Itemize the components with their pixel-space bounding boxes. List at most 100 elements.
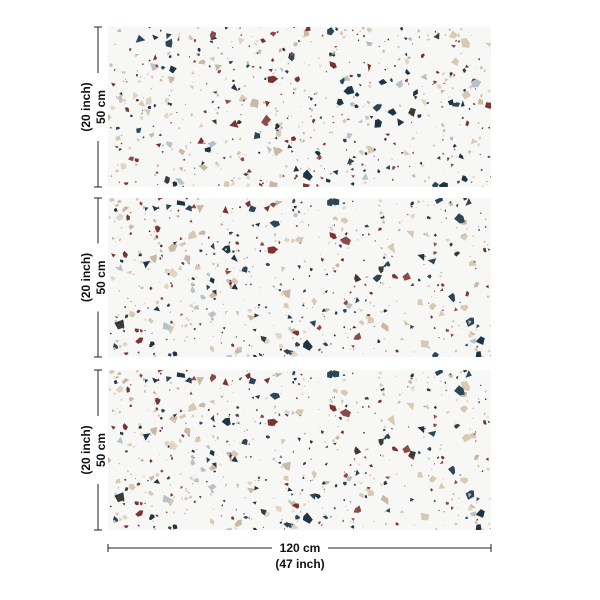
chip [231, 354, 233, 356]
panel-background [108, 27, 491, 187]
chip [152, 125, 155, 128]
chip [330, 130, 334, 134]
chip [460, 232, 468, 241]
height-imperial: (20 inch) [79, 253, 93, 302]
chip [454, 522, 458, 526]
chip [299, 242, 301, 244]
chip [428, 302, 430, 304]
chip [234, 354, 238, 357]
chip [250, 275, 253, 278]
chip [336, 48, 338, 51]
chip [193, 173, 196, 176]
chip [149, 233, 153, 237]
chip [340, 430, 344, 434]
chip [135, 510, 144, 517]
chip [184, 324, 189, 328]
chip [424, 522, 426, 524]
chip [442, 138, 444, 141]
chip [120, 398, 123, 401]
chip [209, 277, 215, 284]
chip [181, 117, 184, 121]
chip [302, 474, 305, 478]
chip [278, 289, 281, 292]
chip [369, 115, 374, 119]
chip [226, 354, 233, 357]
chip [466, 228, 469, 230]
chip [125, 107, 130, 112]
chip [216, 111, 219, 115]
chip [384, 41, 386, 43]
chip [108, 113, 112, 121]
chip [486, 416, 489, 419]
chip [245, 174, 251, 180]
chip [126, 270, 132, 275]
chip [162, 494, 172, 503]
height-metric: 50 cm [94, 433, 108, 467]
chip [193, 327, 196, 331]
chip [115, 385, 124, 393]
chip [149, 62, 153, 66]
chip [401, 392, 404, 394]
chip [450, 45, 456, 48]
chip [256, 382, 258, 384]
chip [243, 323, 246, 326]
chip [185, 317, 189, 320]
chip [116, 126, 121, 130]
chip [343, 85, 355, 95]
chip [321, 351, 323, 353]
chip [435, 527, 438, 530]
chip [257, 479, 260, 482]
chip [457, 40, 461, 43]
chip [427, 274, 432, 279]
terrazzo-panel [108, 27, 491, 187]
chip [127, 469, 130, 472]
chip [309, 493, 316, 500]
chip [441, 105, 444, 108]
chip [275, 372, 283, 378]
chip [293, 42, 299, 47]
chip [468, 259, 477, 266]
chip [247, 481, 253, 486]
chip [216, 241, 219, 243]
chip [404, 58, 410, 66]
chip [385, 522, 388, 526]
chip [404, 52, 408, 57]
chip [385, 349, 388, 353]
chip [125, 78, 127, 80]
chip [254, 479, 257, 482]
chip [408, 450, 416, 460]
chip [139, 116, 144, 121]
chip [310, 479, 312, 482]
chip [292, 88, 297, 91]
chip [462, 67, 467, 72]
chip [349, 348, 352, 350]
chip [303, 213, 306, 215]
chip [183, 339, 187, 342]
chip [285, 487, 288, 490]
chip [401, 220, 404, 222]
chip [412, 151, 415, 154]
chip [471, 417, 474, 420]
chip [458, 153, 464, 160]
chip [354, 104, 359, 109]
chip [398, 221, 401, 224]
chip [241, 266, 248, 273]
chip [319, 116, 323, 119]
chip [222, 221, 225, 223]
chip [172, 351, 178, 357]
chip [116, 163, 119, 166]
chip [300, 106, 302, 108]
chip [480, 212, 482, 214]
chip [112, 408, 116, 412]
chip [300, 167, 302, 171]
chip [478, 98, 484, 105]
chip [389, 77, 393, 83]
chip [233, 68, 235, 71]
chip [124, 487, 129, 492]
chip [178, 266, 182, 271]
chip [374, 119, 382, 128]
chip [334, 310, 338, 315]
chip [113, 375, 115, 377]
chip [344, 404, 348, 408]
chip [129, 48, 132, 52]
